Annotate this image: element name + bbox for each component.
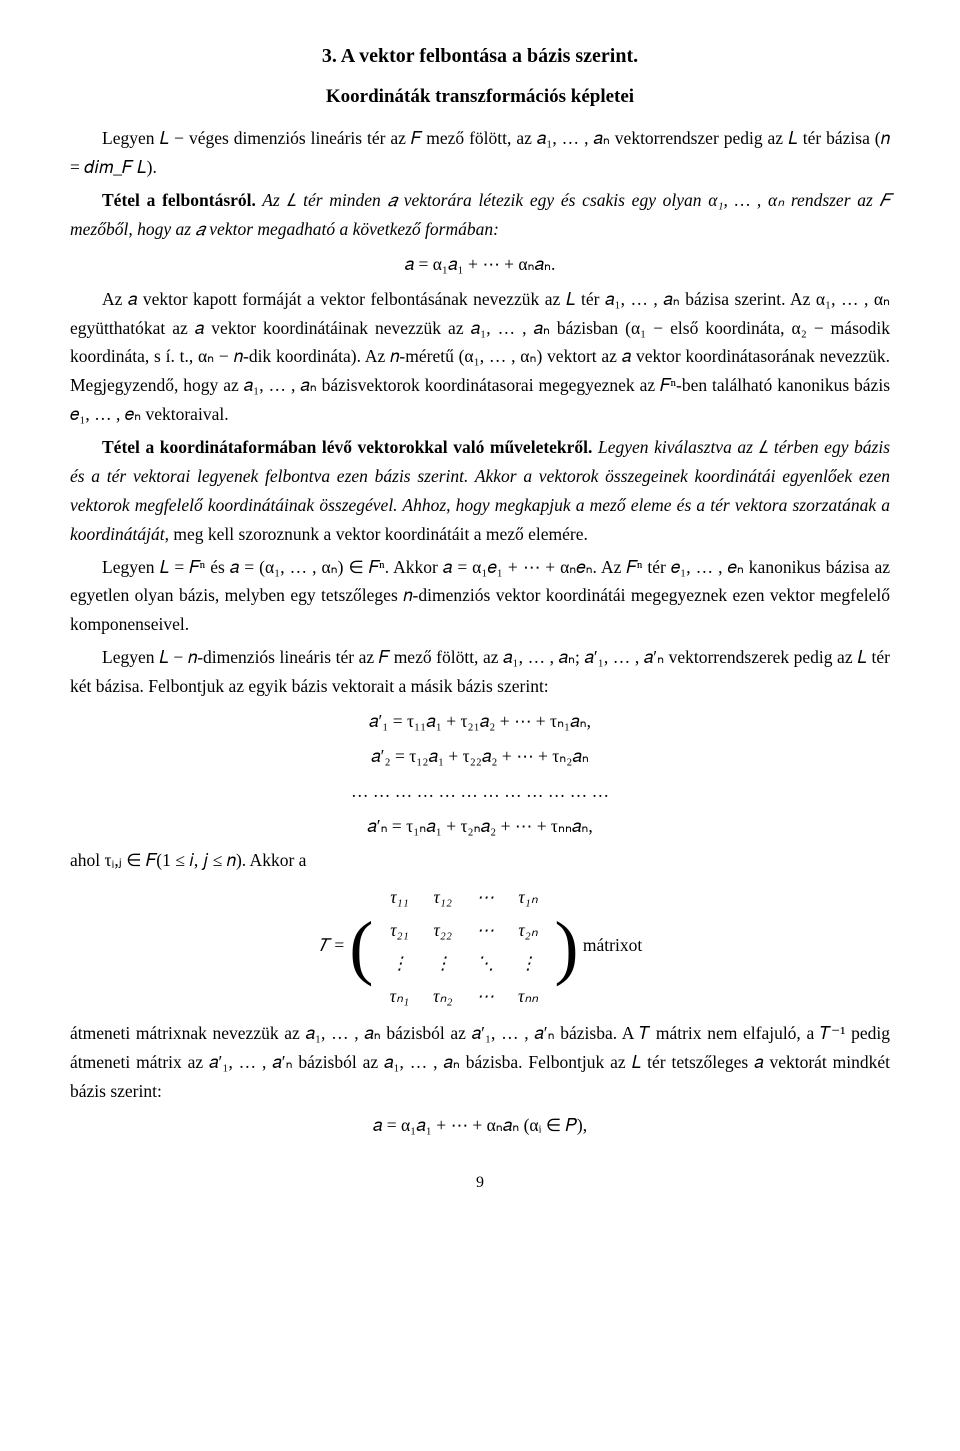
matrix-cell: ⋮ — [378, 947, 421, 980]
formula-basis-change-2: 𝑎′₂ = τ₁₂𝑎₁ + τ₂₂𝑎₂ + ⋯ + τₙ₂𝑎ₙ — [70, 742, 890, 771]
matrix-cell: τ₁ₙ — [506, 881, 550, 914]
formula-basis-change-n: 𝑎′ₙ = τ₁ₙ𝑎₁ + τ₂ₙ𝑎₂ + ⋯ + τₙₙ𝑎ₙ, — [70, 812, 890, 841]
theorem2-lead: Tétel a koordinátaformában lévő vektorok… — [102, 437, 592, 457]
matrix-cell: τ₁₂ — [421, 881, 464, 914]
matrix-cell: ⋯ — [464, 881, 506, 914]
matrix-prefix: 𝑇 = — [318, 935, 350, 955]
paragraph-tau-condition: ahol τᵢ,ⱼ ∈ 𝐹(1 ≤ 𝑖, 𝑗 ≤ 𝑛). Akkor a — [70, 846, 890, 875]
section-subtitle: Koordináták transzformációs képletei — [70, 81, 890, 112]
matrix-cell: ⋮ — [421, 947, 464, 980]
matrix-right-paren: ) — [555, 911, 579, 983]
matrix-cell: τ₂ₙ — [506, 914, 550, 947]
matrix-cell: τₙ₁ — [378, 980, 421, 1013]
matrix-cell: τ₂₂ — [421, 914, 464, 947]
matrix-cell: τₙₙ — [506, 980, 550, 1013]
paragraph-decomposition-explain: Az 𝑎 vektor kapott formáját a vektor fel… — [70, 285, 890, 429]
section-title: 3. A vektor felbontása a bázis szerint. — [70, 40, 890, 73]
page-number: 9 — [70, 1170, 890, 1196]
matrix-cell: ⋯ — [464, 980, 506, 1013]
matrix-cell: ⋯ — [464, 914, 506, 947]
matrix-cell: ⋮ — [506, 947, 550, 980]
theorem2-tail: , meg kell szoroznunk a vektor koordinát… — [165, 524, 588, 544]
paragraph-theorem1: Tétel a felbontásról. Az 𝐿 tér minden 𝑎 … — [70, 186, 890, 244]
matrix-left-paren: ( — [349, 911, 373, 983]
paragraph-two-bases: Legyen 𝐿 − 𝑛-dimenziós lineáris tér az 𝐹… — [70, 643, 890, 701]
formula-basis-change-dots: … … … … … … … … … … … … — [70, 777, 890, 806]
matrix-body: τ₁₁τ₁₂⋯τ₁ₙτ₂₁τ₂₂⋯τ₂ₙ⋮⋮⋱⋮τₙ₁τₙ₂⋯τₙₙ — [378, 881, 550, 1013]
formula-basis-change-1: 𝑎′₁ = τ₁₁𝑎₁ + τ₂₁𝑎₂ + ⋯ + τₙ₁𝑎ₙ, — [70, 707, 890, 736]
paragraph-transition-matrix-explain: átmeneti mátrixnak nevezzük az 𝑎₁, … , 𝑎… — [70, 1019, 890, 1106]
paragraph-intro: Legyen 𝐿 − véges dimenziós lineáris tér … — [70, 124, 890, 182]
theorem1-lead: Tétel a felbontásról. — [102, 190, 256, 210]
formula-transition-matrix: 𝑇 = ( τ₁₁τ₁₂⋯τ₁ₙτ₂₁τ₂₂⋯τ₂ₙ⋮⋮⋱⋮τₙ₁τₙ₂⋯τₙₙ… — [70, 881, 890, 1013]
matrix-suffix: mátrixot — [583, 935, 642, 955]
matrix-cell: τ₁₁ — [378, 881, 421, 914]
matrix-cell: τₙ₂ — [421, 980, 464, 1013]
paragraph-canonical-basis: Legyen 𝐿 = 𝐹ⁿ és 𝑎 = (α₁, … , αₙ) ∈ 𝐹ⁿ. … — [70, 553, 890, 640]
formula-decomposition: 𝑎 = α₁𝑎₁ + ⋯ + αₙ𝑎ₙ. — [70, 250, 890, 279]
formula-decomp-both-bases: 𝑎 = α₁𝑎₁ + ⋯ + αₙ𝑎ₙ (αᵢ ∈ 𝑃), — [70, 1111, 890, 1140]
matrix-cell: τ₂₁ — [378, 914, 421, 947]
paragraph-theorem2: Tétel a koordinátaformában lévő vektorok… — [70, 433, 890, 549]
matrix-cell: ⋱ — [464, 947, 506, 980]
